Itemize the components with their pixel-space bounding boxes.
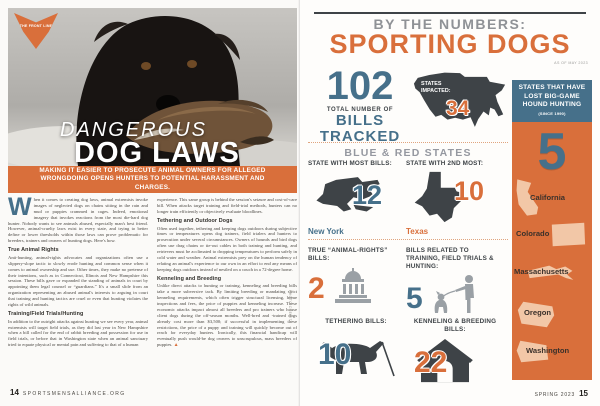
article-deck: MAKING IT EASIER TO PROSECUTE ANIMAL OWN…: [8, 166, 297, 193]
stat-animal-rights-bills: TRUE “ANIMAL-RIGHTS” BILLS: 2: [308, 247, 404, 304]
dotted-divider: [308, 239, 508, 240]
stat-total-bills: 102 TOTAL NUMBER OF BILLS TRACKED: [308, 66, 412, 145]
paragraph-tethering: Often used together, tethering and keepi…: [157, 225, 297, 272]
states-impacted-value: 34: [446, 97, 470, 120]
hound-panel-header: STATES THAT HAVE LOST BIG-GAME HOUND HUN…: [512, 80, 592, 123]
dog-photo-illustration: [8, 8, 297, 166]
infographic-kicker: BY THE NUMBERS:: [373, 16, 527, 32]
infographic-title: SPORTING DOGS: [329, 29, 571, 59]
paragraph-training-continued: experience. This same group is behind th…: [157, 197, 297, 214]
badge-label: THE FRONT LINE: [19, 24, 53, 28]
section-heading-training: Training/Field Trials/Hunting: [8, 310, 84, 317]
footer-issue: SPRING 2023: [534, 392, 576, 398]
training-bills-value: 5: [406, 281, 423, 315]
total-bills-sub: TOTAL NUMBER OF: [326, 107, 394, 113]
total-bills-line2: TRACKED: [319, 127, 401, 145]
second-most-label: STATE WITH 2ND MOST:: [406, 160, 484, 167]
paragraph-kenneling: Unlike direct attacks to hunting or trai…: [157, 283, 297, 349]
hound-state-massachusetts: Massachusetts: [512, 256, 592, 295]
section-heading-kenneling: Kenneling and Breeding: [157, 275, 222, 282]
paragraph-training: In addition to the outright attacks agai…: [8, 318, 148, 348]
tethering-figure: 10: [308, 328, 404, 378]
california-state-icon: [516, 179, 539, 216]
hound-panel-body: 5 California Colorado: [512, 122, 592, 381]
washington-state-icon: [516, 340, 549, 363]
second-most-value: 10: [454, 175, 485, 206]
page-number-left: 14: [10, 388, 19, 397]
drop-cap: W: [8, 197, 32, 221]
stat-states-impacted: STATES IMPACTED: 34: [412, 68, 508, 138]
left-page-footer: 14 SPORTSMENSALLIANCE.ORG: [10, 388, 126, 397]
as-of-note: AS OF MAY 2023: [554, 61, 588, 65]
dog-trainer-icon: [434, 274, 474, 313]
texas-state-icon: [414, 171, 465, 222]
stat-kenneling-bills: KENNELING & BREEDING BILLS: 22: [406, 318, 504, 386]
hound-state-oregon: Oregon: [512, 295, 592, 334]
massachusetts-state-icon: [527, 265, 574, 281]
section-heading-true-animal-rights: True Animal Rights: [8, 247, 59, 253]
section-heading-tethering: Tethering and Outdoor Dogs: [157, 217, 233, 224]
animal-rights-value: 2: [308, 271, 325, 305]
hound-state-colorado: Colorado: [512, 217, 592, 256]
stat-tethering-bills: TETHERING BILLS: 10: [308, 318, 404, 378]
blue-red-states-header: BLUE & RED STATES: [344, 147, 472, 159]
us-map-icon: [413, 72, 506, 127]
stat-most-bills: STATE WITH MOST BILLS: 12 New York: [308, 160, 405, 236]
capitol-building-icon: [334, 267, 371, 303]
new-york-figure: 12: [308, 170, 405, 226]
title-line-1: DANGEROUS: [60, 119, 207, 141]
right-page-footer: SPRING 2023 15: [535, 389, 588, 398]
colorado-state-icon: [551, 223, 586, 247]
kenneling-bills-value: 22: [414, 345, 448, 379]
dotted-divider: [308, 142, 508, 143]
animal-rights-label: TRUE “ANIMAL-RIGHTS” BILLS:: [308, 247, 388, 262]
most-bills-label: STATE WITH MOST BILLS:: [308, 160, 392, 167]
photo-credit: PHOTO CREDIT: [288, 290, 292, 322]
stat-training-bills: BILLS RELATED TO TRAINING, FIELD TRIALS …: [406, 247, 504, 314]
total-bills-value: 102: [326, 64, 394, 108]
hound-state-washington: Washington: [512, 334, 592, 373]
hound-panel-since: (SINCE 1990): [538, 110, 566, 116]
footer-site: SPORTSMENSALLIANCE.ORG: [22, 391, 126, 397]
second-most-state: Texas: [406, 226, 429, 236]
stat-second-most: STATE WITH 2ND MOST: 10 Texas: [406, 160, 503, 236]
hound-state-california: California: [512, 178, 592, 217]
dog-photo: THE FRONT LINE DANGEROUS DOG LAWS: [8, 8, 297, 166]
end-mark-icon: ▲: [173, 343, 179, 349]
tethering-bills-value: 10: [318, 337, 352, 371]
paragraph-true-animal-rights: Anti-hunting, animal-rights advocates an…: [8, 254, 148, 307]
left-page: THE FRONT LINE DANGEROUS DOG LAWS MAKING…: [8, 8, 297, 397]
tethered-dog-icon: [322, 340, 395, 377]
tethering-bills-label: TETHERING BILLS:: [325, 318, 387, 325]
total-bills-line1: BILLS: [335, 112, 385, 129]
title-line-2: DOG LAWS: [74, 137, 240, 166]
page-number-right: 15: [579, 389, 588, 398]
most-bills-value: 12: [352, 179, 383, 210]
new-york-state-icon: [316, 176, 380, 212]
kenneling-bills-label: KENNELING & BREEDING BILLS:: [413, 318, 497, 333]
article-title: DANGEROUS DOG LAWS: [60, 120, 240, 166]
hound-hunting-panel: STATES THAT HAVE LOST BIG-GAME HOUND HUN…: [512, 80, 592, 382]
kenneling-figure: 22: [406, 336, 504, 386]
training-bills-label: BILLS RELATED TO TRAINING, FIELD TRIALS …: [406, 247, 494, 270]
oregon-state-icon: [517, 302, 555, 328]
top-rule: [314, 12, 586, 14]
hound-panel-value: 5: [537, 123, 567, 182]
most-bills-state: New York: [308, 226, 344, 236]
states-impacted-label: STATES IMPACTED:: [421, 81, 451, 95]
right-page-infographic: BY THE NUMBERS: SPORTING DOGS AS OF MAY …: [300, 0, 600, 406]
dog-house-icon: [417, 338, 473, 382]
texas-figure: 10: [406, 170, 503, 226]
